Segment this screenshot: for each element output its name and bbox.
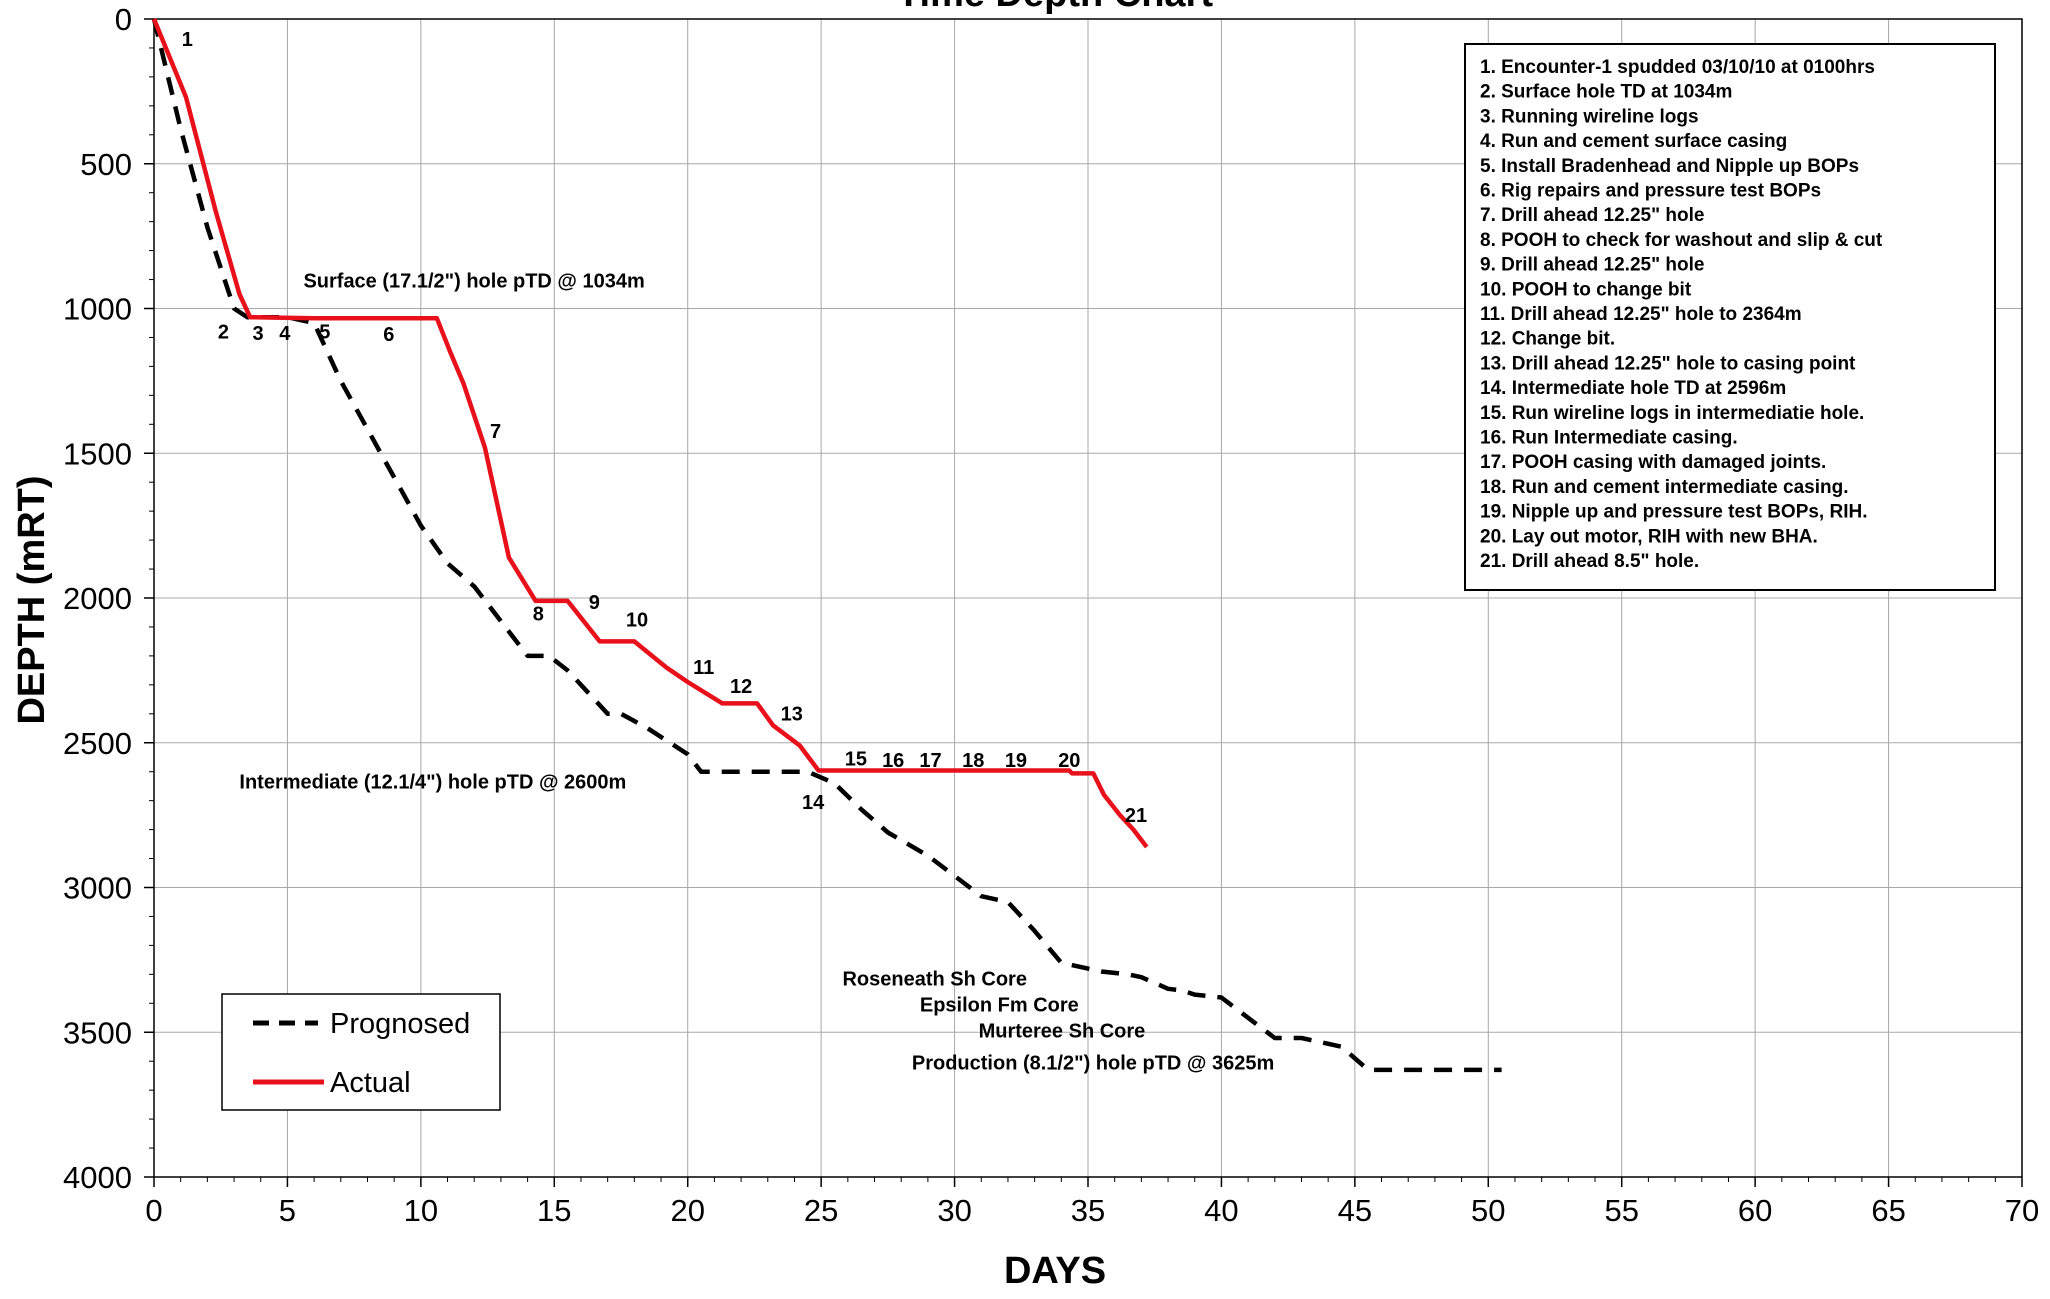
point-label: 15 — [845, 748, 867, 770]
y-tick-label: 2000 — [63, 581, 132, 616]
legend-label-prognosed: Prognosed — [330, 1008, 470, 1040]
x-tick-label: 45 — [1338, 1193, 1372, 1228]
point-label: 12 — [730, 676, 752, 698]
note-item: 16. Run Intermediate casing. — [1480, 428, 1738, 449]
note-item: 12. Change bit. — [1480, 329, 1615, 350]
x-tick-label: 30 — [937, 1193, 971, 1228]
note-item: 15. Run wireline logs in intermediatie h… — [1480, 403, 1864, 424]
note-item: 10. POOH to change bit — [1480, 279, 1692, 300]
note-item: 3. Running wireline logs — [1480, 106, 1699, 127]
x-tick-label: 50 — [1471, 1193, 1505, 1228]
point-label: 21 — [1125, 805, 1147, 827]
y-tick-label: 1500 — [63, 436, 132, 471]
note-item: 9. Drill ahead 12.25" hole — [1480, 255, 1704, 276]
note-item: 8. POOH to check for washout and slip & … — [1480, 230, 1883, 251]
y-tick-label: 0 — [115, 2, 132, 37]
chart-annotation: Epsilon Fm Core — [920, 994, 1079, 1016]
chart-annotation: Intermediate (12.1/4") hole pTD @ 2600m — [239, 771, 626, 793]
point-label: 17 — [919, 750, 941, 772]
point-label: 11 — [693, 657, 714, 679]
chart-annotation: Roseneath Sh Core — [842, 968, 1026, 990]
legend: Prognosed Actual — [221, 993, 501, 1111]
point-label: 3 — [253, 323, 264, 345]
y-tick-label: 2500 — [63, 726, 132, 761]
point-label: 1 — [182, 29, 193, 51]
legend-frame — [221, 993, 501, 1111]
x-tick-label: 65 — [1871, 1193, 1905, 1228]
series-layer — [151, 18, 1502, 1073]
x-tick-label: 55 — [1604, 1193, 1638, 1228]
note-item: 17. POOH casing with damaged joints. — [1480, 452, 1826, 473]
point-label: 6 — [383, 324, 394, 346]
y-tick-label: 4000 — [63, 1160, 132, 1195]
note-item: 7. Drill ahead 12.25" hole — [1480, 205, 1704, 226]
note-item: 19. Nipple up and pressure test BOPs, RI… — [1480, 502, 1868, 523]
y-tick-label: 1000 — [63, 292, 132, 327]
note-item: 4. Run and cement surface casing — [1480, 131, 1787, 152]
point-label: 10 — [626, 609, 648, 631]
point-label: 5 — [319, 321, 330, 343]
note-item: 18. Run and cement intermediate casing. — [1480, 477, 1849, 498]
x-tick-label: 25 — [804, 1193, 838, 1228]
note-item: 11. Drill ahead 12.25" hole to 2364m — [1480, 304, 1802, 325]
x-tick-label: 40 — [1204, 1193, 1238, 1228]
series-line-prognosed — [151, 18, 1502, 1073]
x-tick-label: 60 — [1738, 1193, 1772, 1228]
notes-box: 1. Encounter-1 spudded 03/10/10 at 0100h… — [1464, 43, 1996, 591]
y-axis-title: DEPTH (mRT) — [11, 475, 53, 724]
chart-title: Time Depth Chart — [897, 0, 1213, 15]
note-item: 6. Rig repairs and pressure test BOPs — [1480, 181, 1821, 202]
point-label: 16 — [882, 750, 904, 772]
point-label: 13 — [781, 703, 803, 725]
point-label: 14 — [802, 792, 825, 814]
annotations: Surface (17.1/2") hole pTD @ 1034m Interm… — [239, 271, 1274, 1075]
x-tick-label: 35 — [1071, 1193, 1105, 1228]
x-tick-label: 15 — [537, 1193, 571, 1228]
point-label: 2 — [218, 321, 229, 343]
point-label: 19 — [1005, 750, 1027, 772]
notes-box-frame — [1464, 43, 1996, 591]
x-tick-label: 0 — [145, 1193, 162, 1228]
x-tick-label: 5 — [279, 1193, 296, 1228]
x-tick-label: 20 — [670, 1193, 704, 1228]
series-line-actual — [151, 18, 1149, 849]
note-item: 13. Drill ahead 12.25" hole to casing po… — [1480, 353, 1856, 374]
note-item: 5. Install Bradenhead and Nipple up BOPs — [1480, 156, 1859, 177]
x-tick-label: 10 — [404, 1193, 438, 1228]
notes-list: 1. Encounter-1 spudded 03/10/10 at 0100h… — [1480, 57, 1883, 572]
legend-label-actual: Actual — [330, 1067, 411, 1099]
note-item: 14. Intermediate hole TD at 2596m — [1480, 378, 1786, 399]
note-item: 20. Lay out motor, RIH with new BHA. — [1480, 526, 1818, 547]
point-label: 4 — [279, 323, 291, 345]
y-tick-label: 3500 — [63, 1015, 132, 1050]
point-label: 18 — [962, 750, 984, 772]
note-item: 21. Drill ahead 8.5" hole. — [1480, 551, 1699, 572]
point-label: 20 — [1058, 750, 1080, 772]
x-axis-title: DAYS — [1004, 1250, 1106, 1292]
y-tick-label: 3000 — [63, 871, 132, 906]
note-item: 1. Encounter-1 spudded 03/10/10 at 0100h… — [1480, 57, 1875, 78]
chart-annotation: Production (8.1/2") hole pTD @ 3625m — [912, 1052, 1274, 1074]
point-label: 7 — [490, 421, 501, 443]
x-tick-label: 70 — [2005, 1193, 2039, 1228]
note-item: 2. Surface hole TD at 1034m — [1480, 82, 1732, 103]
chart-annotation: Murteree Sh Core — [979, 1020, 1146, 1042]
point-label: 8 — [533, 604, 544, 626]
point-label: 9 — [589, 592, 600, 614]
y-tick-label: 500 — [80, 147, 132, 182]
chart-annotation: Surface (17.1/2") hole pTD @ 1034m — [303, 271, 644, 293]
axis-ticks: 0 5 10 15 20 25 30 35 40 45 50 55 60 65 70050010001500… — [63, 2, 2039, 1228]
